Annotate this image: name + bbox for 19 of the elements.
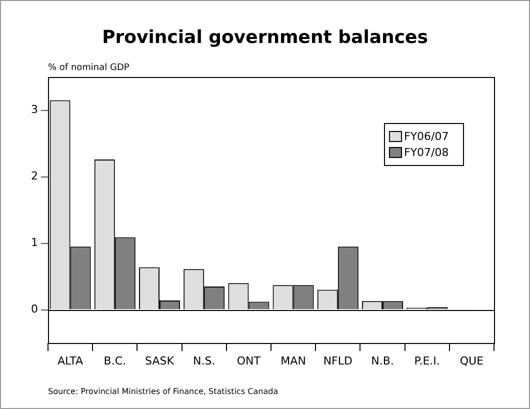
- legend-label: FY06/07: [404, 130, 449, 143]
- x-tick-label: QUE: [460, 354, 484, 368]
- y-tick-label: 0: [31, 302, 38, 316]
- x-tick-label: MAN: [280, 354, 306, 368]
- x-tick-label: ONT: [236, 354, 261, 368]
- y-tick-label: 3: [31, 103, 38, 116]
- x-tick-label: P.E.I.: [414, 354, 440, 368]
- x-tick-label: ALTA: [58, 354, 84, 368]
- legend-label: FY07/08: [404, 146, 449, 159]
- x-tick-label: N.S.: [192, 354, 216, 368]
- source-note: Source: Provincial Ministries of Finance, Statistics Canada: [48, 387, 278, 396]
- y-tick-label: 2: [31, 170, 38, 183]
- x-tick-label: NFLD: [323, 354, 352, 368]
- x-tick-label: B.C.: [104, 354, 126, 368]
- x-tick-label: N.B.: [371, 354, 394, 368]
- x-tick-label: SASK: [145, 354, 175, 368]
- chart-title: Provincial government balances: [101, 27, 429, 48]
- y-axis-title: % of nominal GDP: [48, 63, 130, 73]
- y-tick-label: 1: [31, 236, 38, 250]
